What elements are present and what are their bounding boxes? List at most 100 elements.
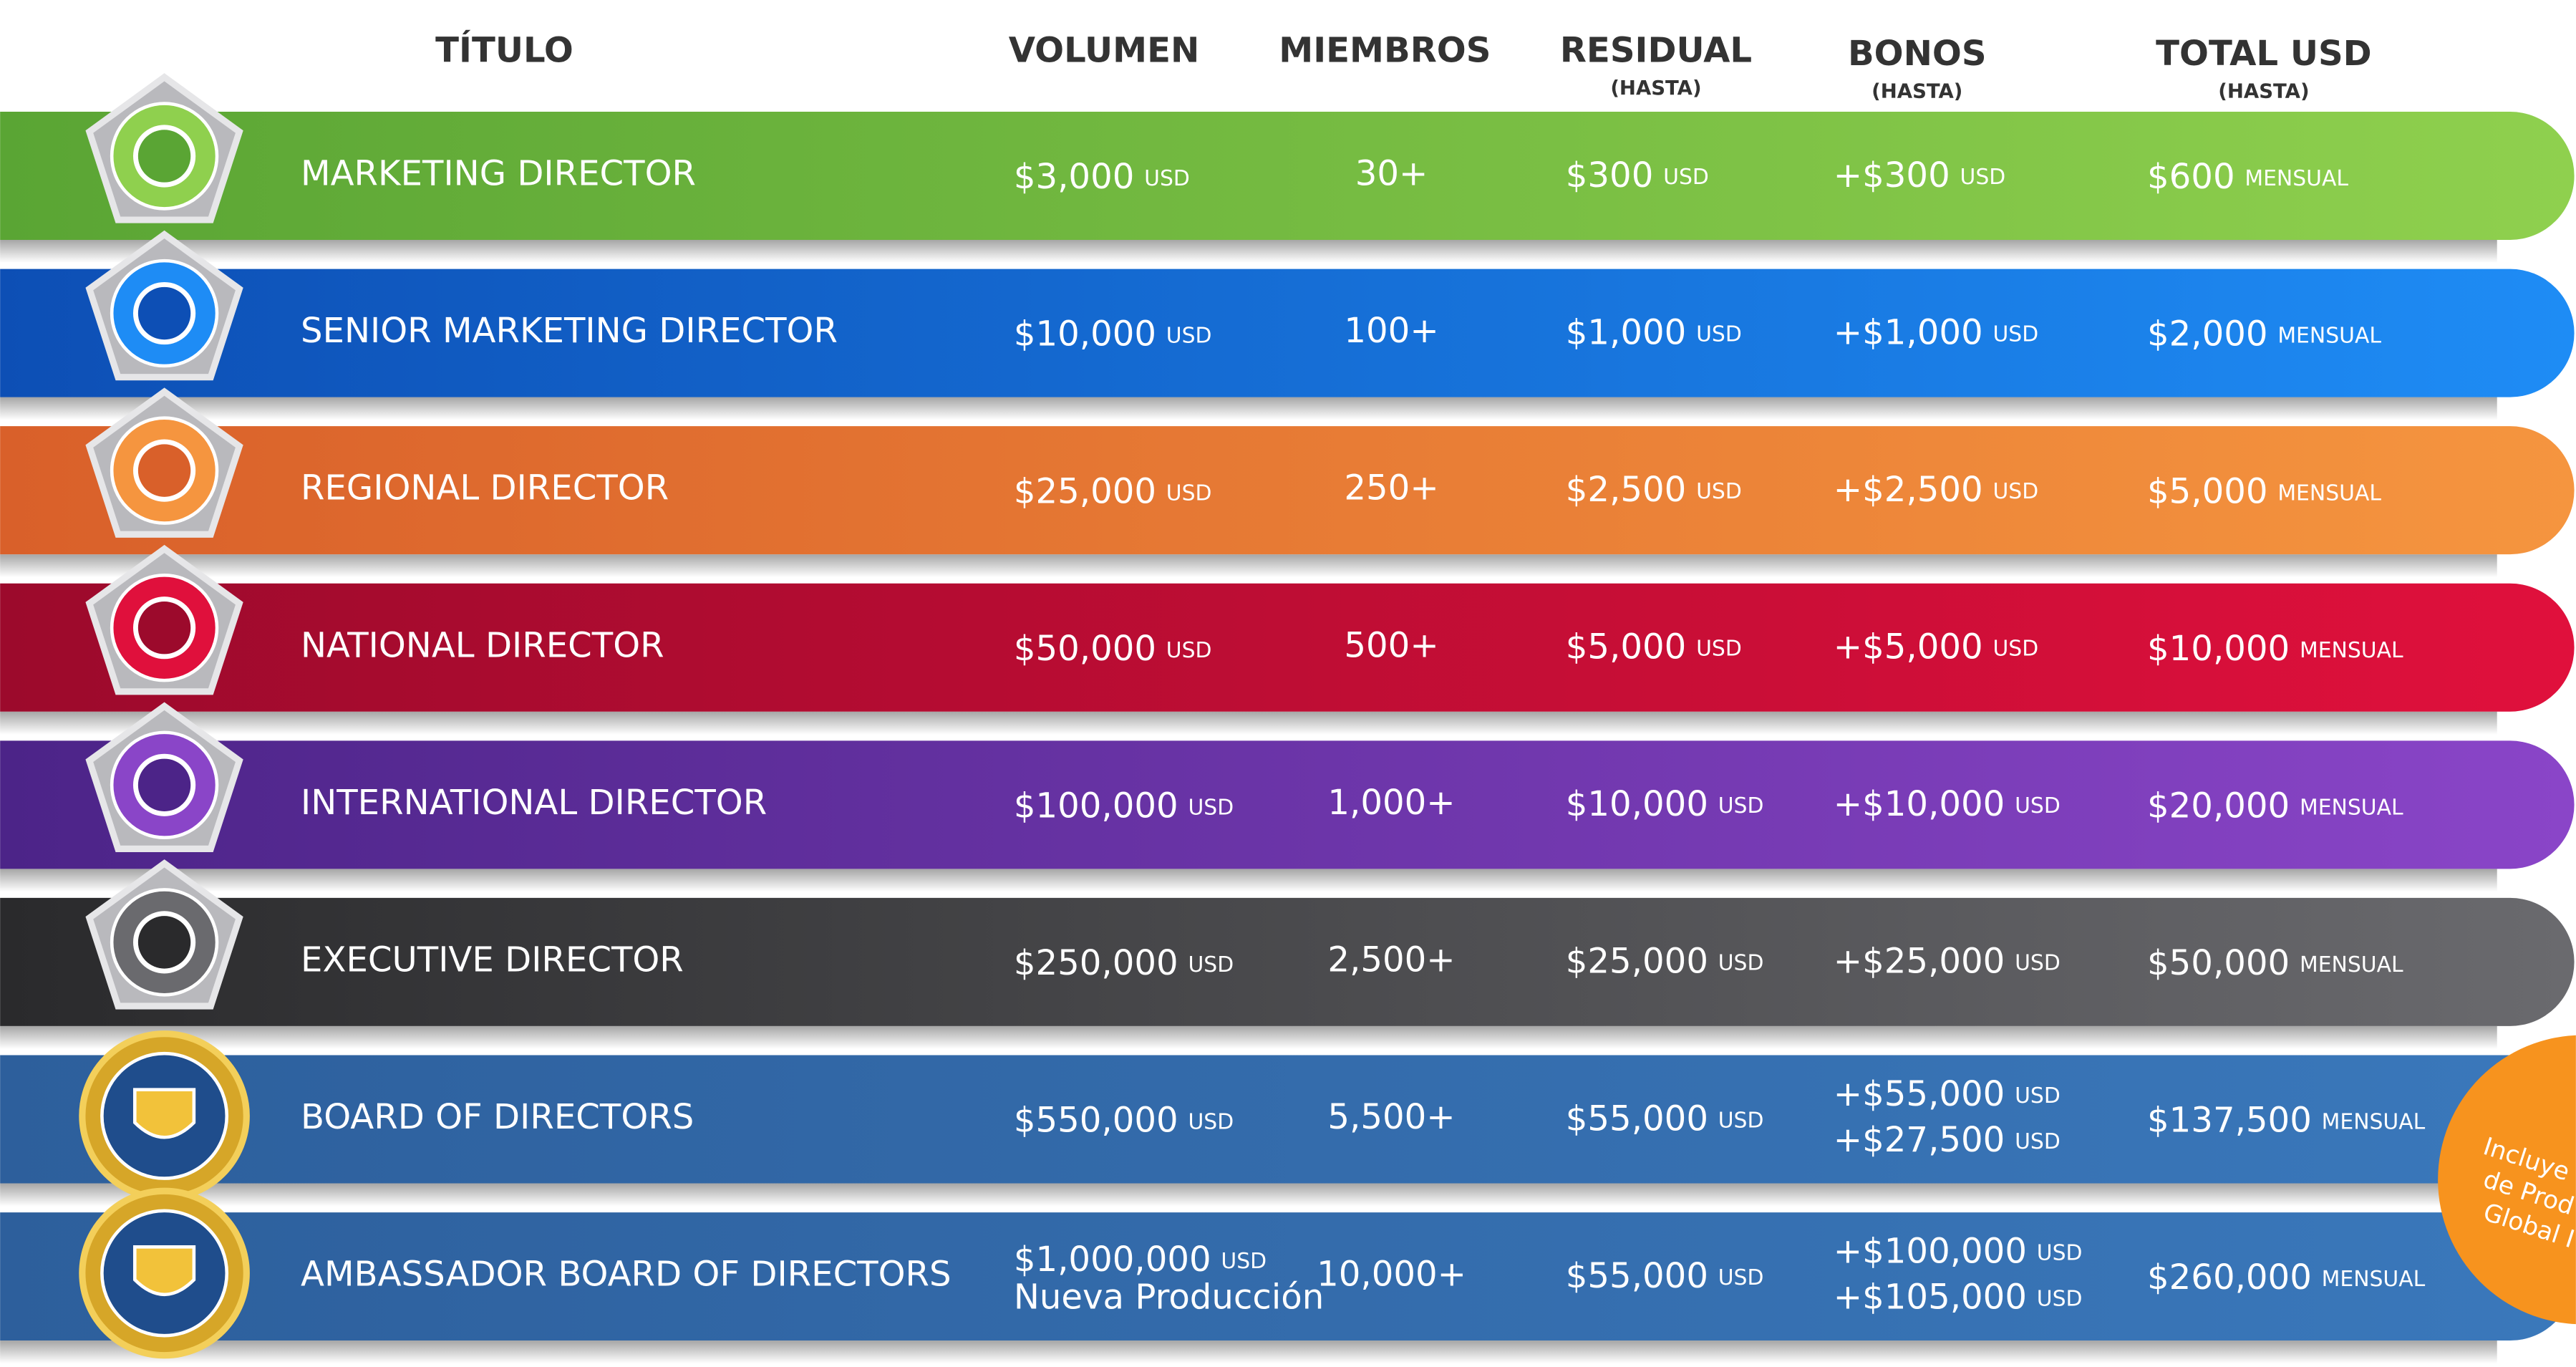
amount: +$5,000 USD <box>1834 627 2038 667</box>
amount: $55,000 USD <box>1566 1098 1764 1139</box>
row-shadow <box>0 239 2497 264</box>
amount-value: +$1,000 <box>1834 312 1983 352</box>
amount-value: +$10,000 <box>1834 784 2005 824</box>
row-band <box>0 1055 2575 1184</box>
amount-value: $1,000 <box>1566 312 1687 352</box>
amount-value: $50,000 <box>2147 943 2290 983</box>
amount: $10,000 MENSUAL <box>2147 629 2403 669</box>
amount: $2,000 MENSUAL <box>2147 314 2381 354</box>
amount-unit: MENSUAL <box>2277 323 2381 348</box>
amount: $50,000 MENSUAL <box>2147 943 2403 983</box>
amount-value: $260,000 <box>2147 1257 2312 1298</box>
amount: $50,000 USD <box>1014 629 1212 669</box>
amount: +$100,000 USD <box>1834 1231 2083 1271</box>
row-shadow <box>0 711 2497 735</box>
volume-note: Nueva Producción <box>1014 1277 1324 1318</box>
amount-value: $600 <box>2147 157 2235 197</box>
amount-value: +$100,000 <box>1834 1231 2027 1271</box>
badge-shield <box>132 1245 196 1296</box>
header: TÍTULO <box>435 29 573 70</box>
amount-value: $550,000 <box>1014 1101 1178 1141</box>
amount-unit: USD <box>1960 164 2006 189</box>
amount: $2,500 USD <box>1566 470 1742 510</box>
row-band <box>0 583 2575 712</box>
amount-value: +$27,500 <box>1834 1120 2005 1160</box>
amount-unit: USD <box>1696 322 1742 347</box>
members: 10,000+ <box>1317 1255 1466 1295</box>
badge-core-inner <box>137 444 191 497</box>
amount-unit: USD <box>2015 1129 2061 1154</box>
amount: $55,000 USD <box>1566 1256 1764 1296</box>
amount-value: $10,000 <box>1566 784 1708 824</box>
amount: $300 USD <box>1566 155 1709 195</box>
amount-value: $25,000 <box>1566 942 1708 982</box>
amount-unit: USD <box>1992 322 2038 347</box>
amount-value: $25,000 <box>1014 471 1156 511</box>
members: 30+ <box>1355 154 1428 194</box>
members: 1,000+ <box>1327 783 1455 823</box>
amount: $10,000 USD <box>1566 784 1764 824</box>
amount-unit: USD <box>2037 1286 2083 1311</box>
rank-title: SENIOR MARKETING DIRECTOR <box>301 311 838 351</box>
badge-shield <box>132 1088 196 1139</box>
members: 500+ <box>1344 625 1438 665</box>
amount-unit: USD <box>1166 323 1212 348</box>
amount: +$10,000 USD <box>1834 784 2061 824</box>
amount-value: +$5,000 <box>1834 627 1983 667</box>
badge-core-inner <box>137 286 191 340</box>
members: 5,500+ <box>1327 1097 1455 1137</box>
row-shadow <box>0 1341 2497 1364</box>
row-band <box>0 740 2575 869</box>
row-band <box>0 426 2575 555</box>
amount: +$105,000 USD <box>1834 1277 2083 1318</box>
rank-title: INTERNATIONAL DIRECTOR <box>301 783 767 823</box>
header: RESIDUAL <box>1560 30 1752 70</box>
amount-value: $5,000 <box>1566 627 1687 667</box>
amount-unit: USD <box>1718 793 1764 818</box>
row-shadow <box>0 869 2497 892</box>
rank-title: BOARD OF DIRECTORS <box>301 1097 694 1137</box>
amount-unit: USD <box>1221 1248 1267 1273</box>
amount-value: $2,500 <box>1566 470 1687 510</box>
badge-note-circle <box>2438 1035 2576 1325</box>
rank-title: REGIONAL DIRECTOR <box>301 468 669 508</box>
amount-unit: USD <box>1663 164 1709 189</box>
row-shadow <box>0 397 2497 420</box>
amount-unit: USD <box>1696 478 1742 503</box>
amount-unit: USD <box>1144 166 1190 191</box>
amount: $600 MENSUAL <box>2147 157 2348 197</box>
amount-value: $2,000 <box>2147 314 2268 354</box>
header: BONOS <box>1848 34 1987 74</box>
badge-core-inner <box>137 602 191 654</box>
members: 2,500+ <box>1327 939 1455 980</box>
amount-unit: MENSUAL <box>2300 637 2403 662</box>
amount: $100,000 USD <box>1014 786 1234 826</box>
header: TOTAL USD <box>2156 34 2371 74</box>
badge-core-inner <box>137 130 191 183</box>
amount-value: $1,000,000 <box>1014 1240 1211 1280</box>
amount: +$2,500 USD <box>1834 470 2038 510</box>
row-shadow <box>0 1025 2497 1050</box>
header: VOLUMEN <box>1009 30 1200 70</box>
subheader: (HASTA) <box>2218 79 2309 102</box>
amount-unit: MENSUAL <box>2300 795 2403 820</box>
amount: $250,000 USD <box>1014 943 1234 983</box>
members: 100+ <box>1344 311 1438 351</box>
amount: +$55,000 USD <box>1834 1074 2061 1114</box>
amount-unit: USD <box>2015 1083 2061 1108</box>
rank-title: EXECUTIVE DIRECTOR <box>301 939 684 980</box>
badge-core-inner <box>137 916 191 969</box>
amount: $137,500 MENSUAL <box>2147 1101 2426 1141</box>
amount-value: +$25,000 <box>1834 942 2005 982</box>
amount-unit: USD <box>1188 1109 1234 1134</box>
amount-value: $300 <box>1566 155 1654 195</box>
row-shadow <box>0 554 2497 578</box>
row-band <box>0 112 2575 240</box>
amount-unit: MENSUAL <box>2245 166 2348 191</box>
amount: $20,000 MENSUAL <box>2147 786 2403 826</box>
header: MIEMBROS <box>1279 30 1491 70</box>
amount-value: +$2,500 <box>1834 470 1983 510</box>
amount-unit: USD <box>2037 1240 2083 1265</box>
amount-unit: USD <box>1718 1108 1764 1133</box>
